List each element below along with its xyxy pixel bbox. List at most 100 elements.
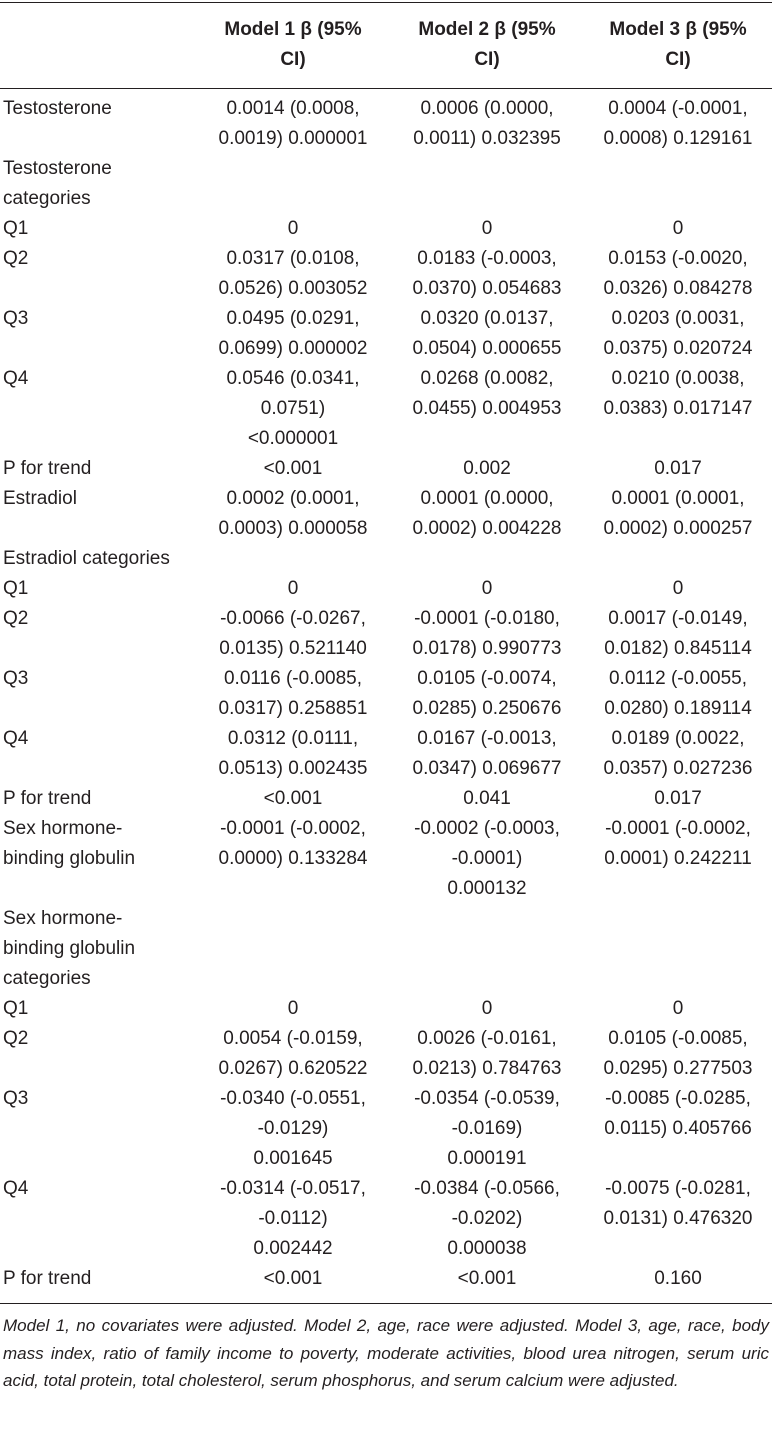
value-cell: <0.001: [196, 1264, 390, 1304]
row-label: Q4: [3, 728, 29, 749]
cell-value: 0: [672, 218, 684, 239]
cell-value: -0.0085 (-0.0285, 0.0115) 0.405766: [604, 1088, 752, 1139]
row-label: Q1: [3, 218, 29, 239]
value-cell: 0.041: [390, 784, 584, 814]
cell-value: 0.0153 (-0.0020, 0.0326) 0.084278: [603, 248, 753, 299]
cell-value: 0.0105 (-0.0085, 0.0295) 0.277503: [603, 1028, 753, 1079]
table-row: Q1 0 0 0: [0, 574, 772, 604]
value-cell: 0.0153 (-0.0020, 0.0326) 0.084278: [584, 244, 772, 304]
cell-value: 0.0006 (0.0000, 0.0011) 0.032395: [413, 98, 561, 149]
row-label-cell: Q1: [0, 574, 196, 604]
table-row: Testosterone categories: [0, 154, 772, 214]
cell-value: 0.002: [463, 458, 511, 479]
value-cell: -0.0001 (-0.0180, 0.0178) 0.990773: [390, 604, 584, 664]
value-cell: 0: [196, 214, 390, 244]
table-row: P for trend <0.001 0.041 0.017: [0, 784, 772, 814]
row-label-cell: Testosterone: [0, 89, 196, 155]
header-row: Model 1 β (95% CI) Model 2 β (95% CI) Mode…: [0, 2, 772, 89]
value-cell: <0.001: [390, 1264, 584, 1304]
header-blank: [0, 3, 196, 89]
value-cell: 0.0546 (0.0341, 0.0751) <0.000001: [196, 364, 390, 454]
value-cell: 0.0203 (0.0031, 0.0375) 0.020724: [584, 304, 772, 364]
row-label-cell: Estradiol categories: [0, 544, 196, 574]
cell-value: 0: [672, 578, 684, 599]
cell-value: <0.001: [263, 458, 323, 479]
row-label-cell: Sex hormone-binding globulin: [0, 814, 196, 904]
value-cell: 0: [196, 994, 390, 1024]
cell-value: -0.0001 (-0.0180, 0.0178) 0.990773: [412, 608, 562, 659]
row-label: Q3: [3, 1088, 29, 1109]
value-cell: 0.0001 (0.0000, 0.0002) 0.004228: [390, 484, 584, 544]
value-cell: 0.0189 (0.0022, 0.0357) 0.027236: [584, 724, 772, 784]
value-cell: 0: [196, 574, 390, 604]
table-row: P for trend <0.001 <0.001 0.160: [0, 1264, 772, 1304]
column-header: Model 2 β (95% CI): [418, 19, 556, 70]
value-cell: [584, 904, 772, 994]
cell-value: 0.0112 (-0.0055, 0.0280) 0.189114: [604, 668, 752, 719]
value-cell: [390, 904, 584, 994]
row-label: Sex hormone-binding globulin categories: [3, 908, 136, 989]
cell-value: 0.0004 (-0.0001, 0.0008) 0.129161: [603, 98, 753, 149]
value-cell: 0.0001 (0.0001, 0.0002) 0.000257: [584, 484, 772, 544]
value-cell: 0.0268 (0.0082, 0.0455) 0.004953: [390, 364, 584, 454]
value-cell: [196, 154, 390, 214]
row-label: Testosterone categories: [3, 158, 112, 209]
value-cell: 0.0312 (0.0111, 0.0513) 0.002435: [196, 724, 390, 784]
value-cell: <0.001: [196, 454, 390, 484]
row-label-cell: Q3: [0, 664, 196, 724]
cell-value: 0.017: [654, 788, 702, 809]
cell-value: 0.0183 (-0.0003, 0.0370) 0.054683: [412, 248, 562, 299]
row-label-cell: Q3: [0, 1084, 196, 1174]
row-label: Sex hormone-binding globulin: [3, 818, 136, 869]
row-label: Q4: [3, 1178, 29, 1199]
cell-value: 0.0054 (-0.0159, 0.0267) 0.620522: [218, 1028, 368, 1079]
cell-value: -0.0354 (-0.0539, -0.0169) 0.000191: [414, 1088, 560, 1169]
cell-value: 0.0320 (0.0137, 0.0504) 0.000655: [412, 308, 562, 359]
table-row: Q2 -0.0066 (-0.0267, 0.0135) 0.521140 -0.0…: [0, 604, 772, 664]
cell-value: <0.001: [457, 1268, 517, 1289]
cell-value: 0.0495 (0.0291, 0.0699) 0.000002: [218, 308, 368, 359]
cell-value: 0.0317 (0.0108, 0.0526) 0.003052: [218, 248, 368, 299]
row-label-cell: Q4: [0, 364, 196, 454]
row-label: P for trend: [3, 788, 92, 809]
table-row: Estradiol categories: [0, 544, 772, 574]
value-cell: 0.0116 (-0.0085, 0.0317) 0.258851: [196, 664, 390, 724]
cell-value: 0.0210 (0.0038, 0.0383) 0.017147: [603, 368, 753, 419]
table-row: Q3 0.0116 (-0.0085, 0.0317) 0.258851 0.010…: [0, 664, 772, 724]
cell-value: 0.0001 (0.0001, 0.0002) 0.000257: [603, 488, 753, 539]
value-cell: 0.0002 (0.0001, 0.0003) 0.000058: [196, 484, 390, 544]
value-cell: 0.0105 (-0.0085, 0.0295) 0.277503: [584, 1024, 772, 1084]
value-cell: <0.001: [196, 784, 390, 814]
row-label: Q1: [3, 578, 29, 599]
value-cell: [390, 544, 584, 574]
results-table: Model 1 β (95% CI) Model 2 β (95% CI) Mode…: [0, 2, 772, 1304]
table-row: Q1 0 0 0: [0, 214, 772, 244]
cell-value: -0.0340 (-0.0551, -0.0129) 0.001645: [220, 1088, 366, 1169]
value-cell: [196, 544, 390, 574]
cell-value: 0.0546 (0.0341, 0.0751) <0.000001: [226, 368, 360, 449]
table-row: Q3 -0.0340 (-0.0551, -0.0129) 0.001645 -0.…: [0, 1084, 772, 1174]
cell-value: 0.0268 (0.0082, 0.0455) 0.004953: [412, 368, 562, 419]
cell-value: 0.0017 (-0.0149, 0.0182) 0.845114: [604, 608, 752, 659]
table-row: Q3 0.0495 (0.0291, 0.0699) 0.000002 0.0320…: [0, 304, 772, 364]
table-row: Q1 0 0 0: [0, 994, 772, 1024]
row-label-cell: Q1: [0, 214, 196, 244]
row-label: Q1: [3, 998, 29, 1019]
value-cell: -0.0001 (-0.0002, 0.0000) 0.133284: [196, 814, 390, 904]
value-cell: 0: [390, 214, 584, 244]
cell-value: 0: [287, 218, 299, 239]
value-cell: 0.160: [584, 1264, 772, 1304]
table-row: Q2 0.0317 (0.0108, 0.0526) 0.003052 0.0183…: [0, 244, 772, 304]
cell-value: -0.0001 (-0.0002, 0.0001) 0.242211: [604, 818, 752, 869]
column-header: Model 3 β (95% CI): [609, 19, 747, 70]
value-cell: [390, 154, 584, 214]
table-body: Testosterone 0.0014 (0.0008, 0.0019) 0.00…: [0, 89, 772, 1304]
row-label-cell: Q4: [0, 724, 196, 784]
column-header: Model 1 β (95% CI): [224, 19, 362, 70]
row-label-cell: Testosterone categories: [0, 154, 196, 214]
cell-value: 0: [481, 998, 493, 1019]
cell-value: 0.0312 (0.0111, 0.0513) 0.002435: [218, 728, 368, 779]
row-label-cell: Q2: [0, 244, 196, 304]
value-cell: 0.0026 (-0.0161, 0.0213) 0.784763: [390, 1024, 584, 1084]
